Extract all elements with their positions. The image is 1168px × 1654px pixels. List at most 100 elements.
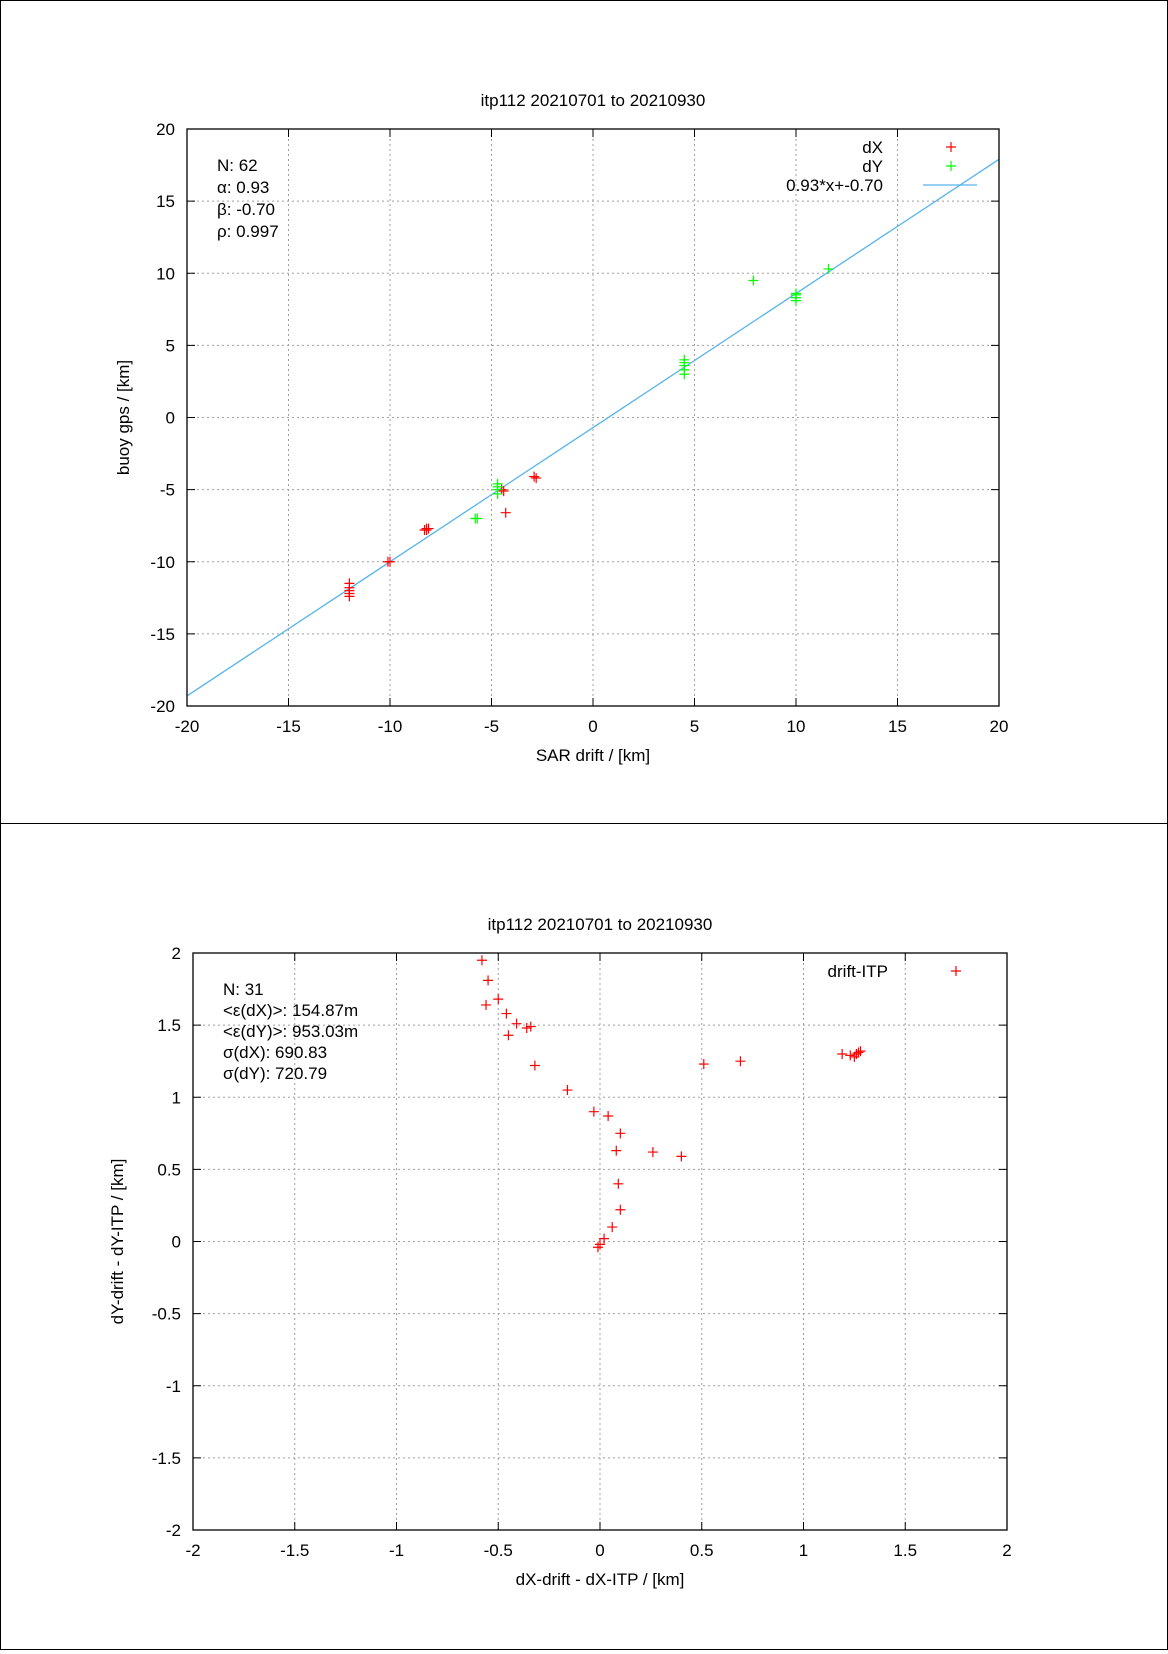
x-tick-label: 15 — [888, 717, 907, 736]
data-point-drift-itp — [529, 1060, 540, 1071]
data-point-drift-itp — [588, 1106, 599, 1117]
x-tick-label: 0.5 — [690, 1541, 714, 1560]
stats-annotation: β: -0.70 — [217, 200, 275, 219]
data-point-drift-itp — [493, 994, 504, 1005]
legend-marker — [946, 161, 956, 171]
data-point-dy — [748, 275, 759, 286]
y-tick-label: -0.5 — [152, 1305, 181, 1324]
stats-annotation: α: 0.93 — [217, 178, 269, 197]
x-tick-label: 20 — [990, 717, 1009, 736]
stats-annotation: σ(dY): 720.79 — [223, 1064, 327, 1083]
x-tick-label: -10 — [378, 717, 403, 736]
legend-marker — [951, 966, 961, 976]
y-tick-label: -15 — [150, 625, 175, 644]
x-tick-label: -2 — [185, 1541, 200, 1560]
y-tick-label: 0 — [166, 409, 175, 428]
legend-marker — [946, 142, 956, 152]
y-tick-label: 0.5 — [157, 1160, 181, 1179]
y-tick-label: 0 — [172, 1233, 181, 1252]
x-tick-label: 0 — [595, 1541, 604, 1560]
data-point-drift-itp — [845, 1050, 856, 1061]
data-point-dy — [791, 288, 801, 299]
legend-label: drift-ITP — [828, 962, 888, 981]
legend-label: dX — [862, 138, 883, 157]
x-tick-label: -1 — [389, 1541, 404, 1560]
y-tick-label: -2 — [166, 1521, 181, 1540]
x-tick-label: -15 — [276, 717, 301, 736]
y-tick-label: 1 — [172, 1088, 181, 1107]
y-tick-label: 20 — [156, 120, 175, 139]
data-point-dx — [498, 486, 509, 497]
data-point-dx — [344, 591, 355, 602]
chart-title: itp112 20210701 to 20210930 — [488, 915, 713, 934]
data-point-drift-itp — [476, 955, 487, 966]
data-point-drift-itp — [603, 1111, 614, 1122]
y-axis-label: dY-drift - dY-ITP / [km] — [108, 1159, 127, 1325]
data-point-drift-itp — [611, 1145, 622, 1156]
data-point-drift-itp — [562, 1085, 573, 1096]
fit-line — [187, 158, 999, 697]
plot-frame — [186, 128, 1000, 707]
data-point-dy — [492, 488, 503, 499]
data-point-drift-itp — [607, 1222, 618, 1233]
stats-annotation: <ε(dX)>: 154.87m — [223, 1001, 358, 1020]
scatter-chart-drift-vs-gps: -20 -15 -10 -5 0 5 10 15 20 -20 -15 -10 -5 0 5 10 15 20 it… — [114, 91, 1009, 765]
legend-label: 0.93*x+-0.70 — [786, 176, 883, 195]
y-tick-label: -5 — [160, 481, 175, 500]
data-point-drift-itp — [592, 1242, 603, 1253]
data-point-drift-itp — [483, 975, 494, 986]
data-point-drift-itp — [521, 1023, 532, 1034]
x-tick-label: -20 — [175, 717, 200, 736]
x-axis-label: SAR drift / [km] — [536, 746, 650, 765]
y-tick-label: 10 — [156, 264, 175, 283]
data-point-dx — [529, 471, 540, 482]
stats-annotation: N: 62 — [217, 156, 258, 175]
data-point-drift-itp — [735, 1056, 746, 1067]
y-tick-label: 15 — [156, 192, 175, 211]
chart-panel-top: -20 -15 -10 -5 0 5 10 15 20 -20 -15 -10 -5 0 5 10 15 20 it… — [0, 0, 1168, 824]
data-point-drift-itp — [676, 1151, 687, 1162]
chart-title: itp112 20210701 to 20210930 — [481, 91, 706, 110]
x-axis-label: dX-drift - dX-ITP / [km] — [516, 1570, 685, 1589]
data-point-dx — [382, 556, 393, 567]
data-point-drift-itp — [501, 1008, 512, 1019]
data-point-dy — [823, 263, 834, 274]
data-point-drift-itp — [615, 1204, 626, 1215]
data-point-drift-itp — [837, 1048, 848, 1059]
x-tick-label: 5 — [690, 717, 699, 736]
x-tick-label: 1.5 — [893, 1541, 917, 1560]
y-tick-label: -1.5 — [152, 1449, 181, 1468]
chart-panel-bottom: -2 -1.5 -1 -0.5 0 0.5 1 1.5 2 -2 -1.5 -1 -0.5 0 0.5 1 1.… — [0, 823, 1168, 1650]
x-tick-label: 10 — [787, 717, 806, 736]
data-point-drift-itp — [698, 1059, 709, 1070]
plot-frame — [192, 952, 1008, 1531]
data-point-drift-itp — [503, 1030, 514, 1041]
data-point-dx — [531, 473, 542, 484]
stats-annotation: N: 31 — [223, 980, 264, 999]
data-point-drift-itp — [525, 1021, 536, 1032]
data-point-dx — [423, 523, 434, 534]
data-point-dx — [419, 525, 430, 536]
data-point-drift-itp — [613, 1178, 624, 1189]
legend-label: dY — [862, 157, 883, 176]
data-point-drift-itp — [511, 1018, 522, 1029]
data-point-drift-itp — [481, 999, 492, 1010]
y-tick-label: 2 — [172, 944, 181, 963]
y-axis-label: buoy gps / [km] — [114, 360, 133, 475]
x-tick-label: -0.5 — [484, 1541, 513, 1560]
data-point-dx — [500, 507, 511, 518]
stats-annotation: <ε(dY)>: 953.03m — [223, 1022, 358, 1041]
data-point-drift-itp — [599, 1233, 610, 1244]
y-tick-label: 1.5 — [157, 1016, 181, 1035]
y-tick-label: 5 — [166, 336, 175, 355]
x-tick-label: 2 — [1002, 1541, 1011, 1560]
stats-annotation: ρ: 0.997 — [217, 222, 279, 241]
data-point-drift-itp — [849, 1051, 860, 1062]
x-tick-label: 0 — [588, 717, 597, 736]
stats-annotation: σ(dX): 690.83 — [223, 1043, 327, 1062]
y-tick-label: -10 — [150, 553, 175, 572]
data-point-dy — [679, 354, 690, 365]
y-tick-label: -20 — [150, 697, 175, 716]
y-tick-label: -1 — [166, 1377, 181, 1396]
data-point-drift-itp — [647, 1147, 658, 1158]
